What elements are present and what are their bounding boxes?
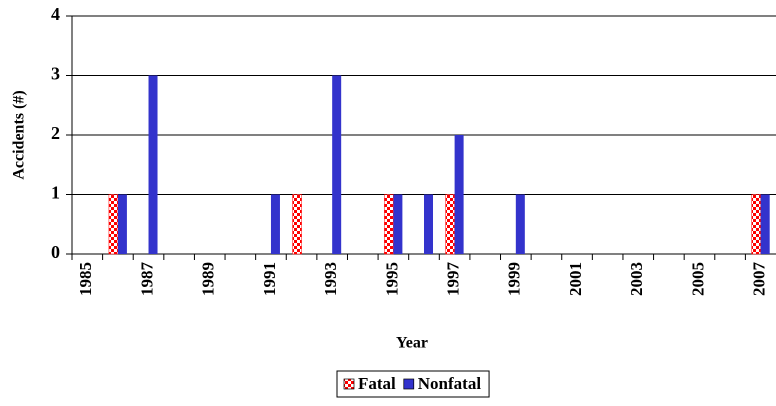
x-tick-label: 1999	[505, 262, 524, 296]
x-tick-label: 1997	[444, 262, 463, 297]
bar	[270, 194, 280, 254]
y-tick-label: 0	[51, 242, 60, 262]
x-axis-label: Year	[396, 335, 428, 352]
legend-label: Fatal	[358, 374, 396, 393]
x-tick-label: 1989	[199, 262, 218, 296]
bar	[393, 194, 403, 254]
bar	[148, 75, 158, 254]
x-tick-label: 1995	[382, 262, 401, 296]
bar	[760, 194, 770, 254]
bar	[384, 194, 394, 255]
x-tick-label: 1991	[260, 262, 279, 296]
y-tick-label: 1	[51, 183, 60, 203]
y-tick-label: 2	[51, 123, 60, 143]
x-tick-label: 2007	[750, 262, 769, 297]
y-axis-label: Accidents (#)	[11, 90, 28, 179]
legend-swatch	[403, 378, 415, 390]
bar	[515, 194, 525, 254]
y-tick-label: 4	[51, 4, 60, 24]
bar	[117, 194, 127, 254]
bar	[332, 75, 342, 254]
x-tick-label: 1987	[137, 262, 156, 297]
bar	[454, 135, 464, 254]
x-tick-label: 2001	[566, 262, 585, 296]
x-tick-label: 2005	[688, 262, 707, 296]
y-tick-label: 3	[51, 64, 60, 84]
bar	[292, 194, 302, 255]
bar	[751, 194, 761, 255]
x-tick-label: 1993	[321, 262, 340, 296]
bar	[445, 194, 455, 255]
x-tick-label: 1985	[76, 262, 95, 296]
legend-label: Nonfatal	[418, 374, 482, 393]
legend-swatch	[343, 378, 355, 390]
bar	[424, 194, 433, 254]
bar	[108, 194, 119, 255]
x-tick-label: 2003	[627, 262, 646, 296]
